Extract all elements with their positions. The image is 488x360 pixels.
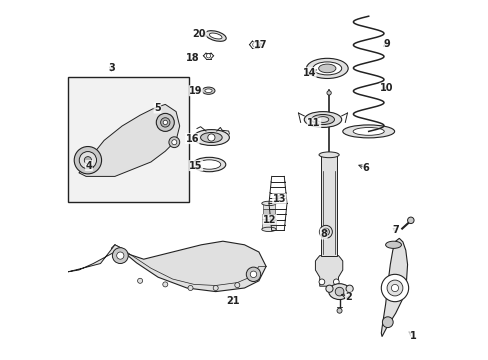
Polygon shape (68, 245, 122, 272)
Text: 11: 11 (306, 118, 320, 128)
Ellipse shape (325, 285, 332, 292)
Polygon shape (263, 208, 275, 214)
Circle shape (171, 140, 177, 145)
Text: 16: 16 (185, 134, 199, 144)
Circle shape (163, 282, 167, 287)
Text: 8: 8 (320, 229, 326, 239)
Circle shape (407, 217, 413, 224)
Ellipse shape (209, 33, 222, 39)
Ellipse shape (317, 117, 328, 122)
Circle shape (234, 283, 239, 288)
Circle shape (79, 152, 96, 169)
Polygon shape (79, 104, 179, 176)
Ellipse shape (322, 228, 329, 235)
Ellipse shape (202, 87, 215, 94)
Ellipse shape (318, 64, 335, 73)
Text: 13: 13 (272, 194, 285, 204)
Text: 10: 10 (379, 83, 393, 93)
Text: 7: 7 (391, 225, 398, 235)
Ellipse shape (324, 230, 327, 234)
Circle shape (187, 285, 193, 291)
Text: 3: 3 (108, 63, 115, 73)
Circle shape (117, 252, 123, 259)
Circle shape (112, 248, 128, 264)
Text: 21: 21 (226, 296, 239, 306)
Polygon shape (381, 238, 407, 337)
Text: 20: 20 (192, 29, 206, 39)
Circle shape (381, 274, 408, 302)
Ellipse shape (200, 132, 222, 143)
Text: 19: 19 (189, 86, 202, 96)
Circle shape (382, 317, 392, 328)
Circle shape (163, 120, 167, 125)
Text: 17: 17 (253, 40, 267, 50)
Circle shape (74, 147, 102, 174)
Ellipse shape (197, 160, 220, 169)
Circle shape (84, 157, 91, 164)
Circle shape (207, 134, 215, 141)
Ellipse shape (311, 114, 334, 125)
Ellipse shape (346, 285, 352, 292)
Circle shape (160, 118, 170, 127)
Circle shape (252, 42, 257, 47)
Ellipse shape (304, 112, 341, 127)
Text: 4: 4 (85, 161, 92, 171)
Polygon shape (263, 203, 274, 208)
Bar (68, 77, 188, 202)
Ellipse shape (342, 125, 394, 138)
Ellipse shape (312, 62, 341, 75)
Text: 18: 18 (185, 53, 199, 63)
Text: 15: 15 (189, 161, 202, 171)
Text: 1: 1 (409, 330, 415, 341)
Circle shape (137, 278, 142, 283)
Ellipse shape (261, 227, 276, 231)
Circle shape (206, 54, 210, 58)
Text: 5: 5 (154, 103, 161, 113)
Polygon shape (261, 224, 276, 229)
Ellipse shape (193, 130, 229, 145)
Ellipse shape (192, 157, 225, 172)
Circle shape (246, 267, 260, 282)
Ellipse shape (318, 152, 339, 158)
Circle shape (156, 113, 174, 131)
Polygon shape (321, 153, 336, 256)
Ellipse shape (385, 241, 401, 248)
Ellipse shape (328, 284, 349, 300)
Circle shape (335, 287, 343, 296)
Text: 2: 2 (345, 292, 351, 302)
Polygon shape (262, 214, 275, 219)
Ellipse shape (205, 31, 226, 41)
Circle shape (318, 279, 324, 285)
Polygon shape (262, 219, 275, 224)
Ellipse shape (204, 89, 212, 93)
Circle shape (326, 91, 330, 95)
Text: 14: 14 (302, 68, 315, 78)
Ellipse shape (319, 225, 332, 238)
Polygon shape (111, 241, 265, 292)
Text: 9: 9 (383, 39, 389, 49)
Ellipse shape (306, 58, 347, 78)
Ellipse shape (261, 201, 276, 206)
Circle shape (390, 284, 398, 292)
Circle shape (336, 308, 342, 313)
Circle shape (386, 280, 402, 296)
Text: 6: 6 (362, 163, 369, 173)
Text: 12: 12 (263, 215, 276, 225)
Circle shape (250, 271, 256, 278)
Circle shape (333, 279, 339, 285)
Circle shape (213, 285, 218, 291)
Circle shape (168, 137, 179, 148)
Polygon shape (315, 256, 342, 286)
Ellipse shape (352, 127, 384, 135)
